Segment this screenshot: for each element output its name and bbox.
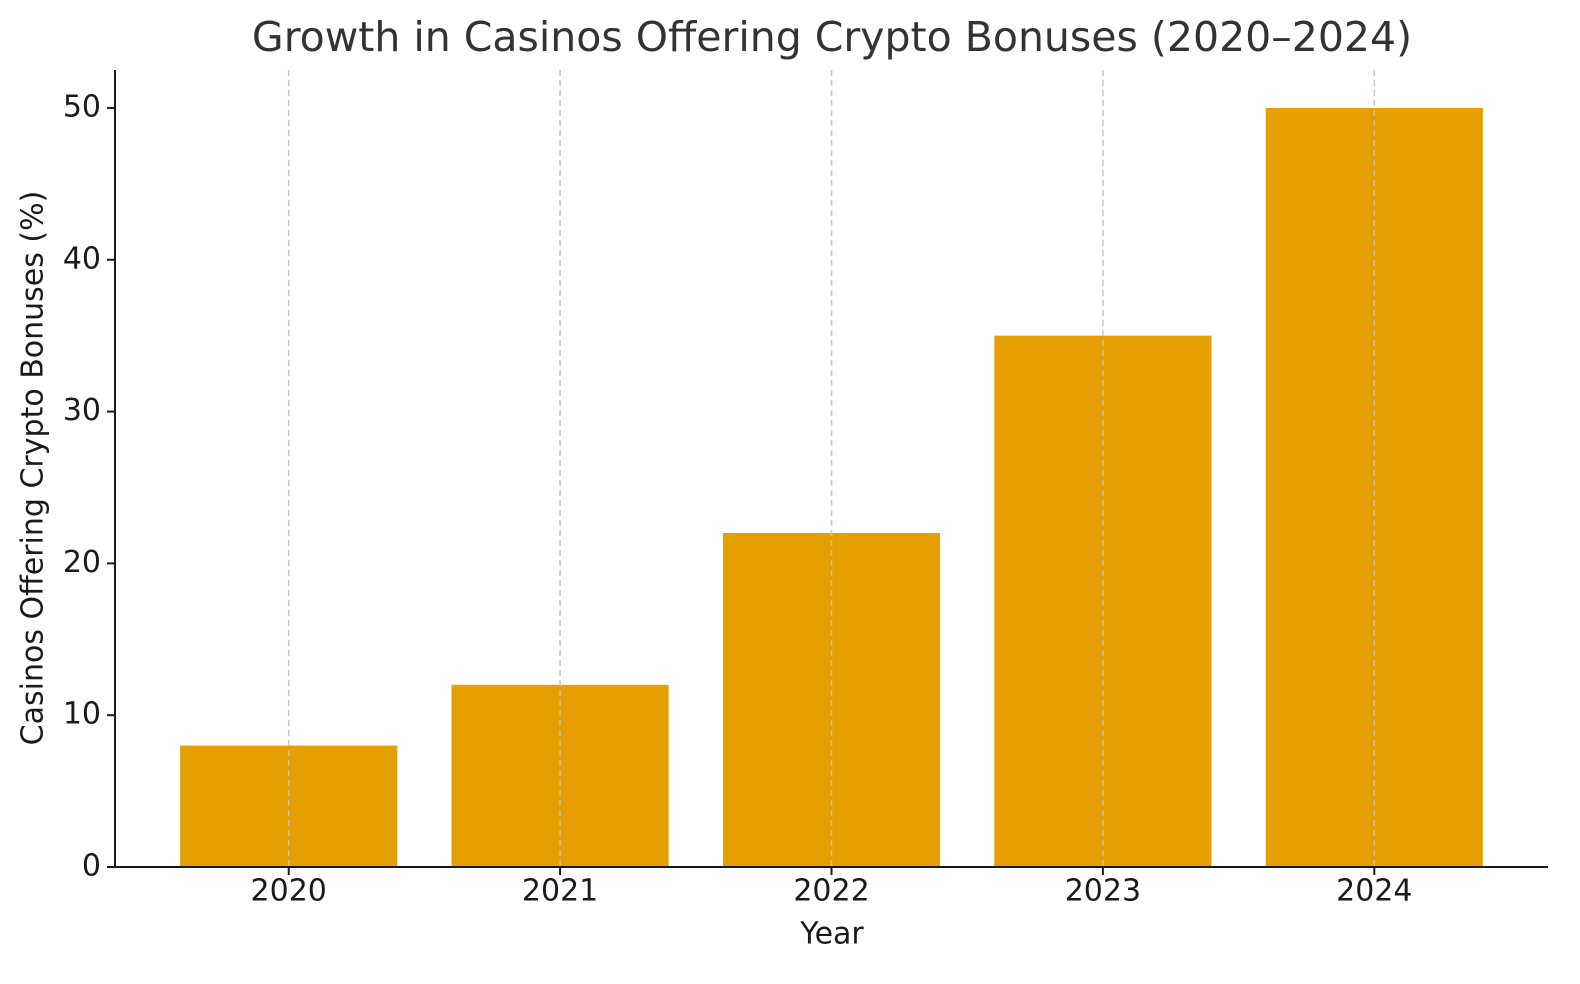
y-tick-label: 0 <box>82 849 101 884</box>
y-tick-label: 50 <box>63 89 101 124</box>
y-tick-label: 20 <box>63 545 101 580</box>
chart-title: Growth in Casinos Offering Crypto Bonuse… <box>252 13 1412 61</box>
x-axis-label: Year <box>799 917 864 952</box>
x-tick-label: 2020 <box>251 874 327 909</box>
y-tick-label: 10 <box>63 697 101 732</box>
x-tick-label: 2024 <box>1336 874 1412 909</box>
y-axis-label: Casinos Offering Crypto Bonuses (%) <box>16 191 51 746</box>
x-tick-label: 2021 <box>522 874 598 909</box>
y-tick-label: 40 <box>63 241 101 276</box>
x-tick-label: 2023 <box>1065 874 1141 909</box>
y-tick-label: 30 <box>63 393 101 428</box>
x-tick-label: 2022 <box>793 874 869 909</box>
